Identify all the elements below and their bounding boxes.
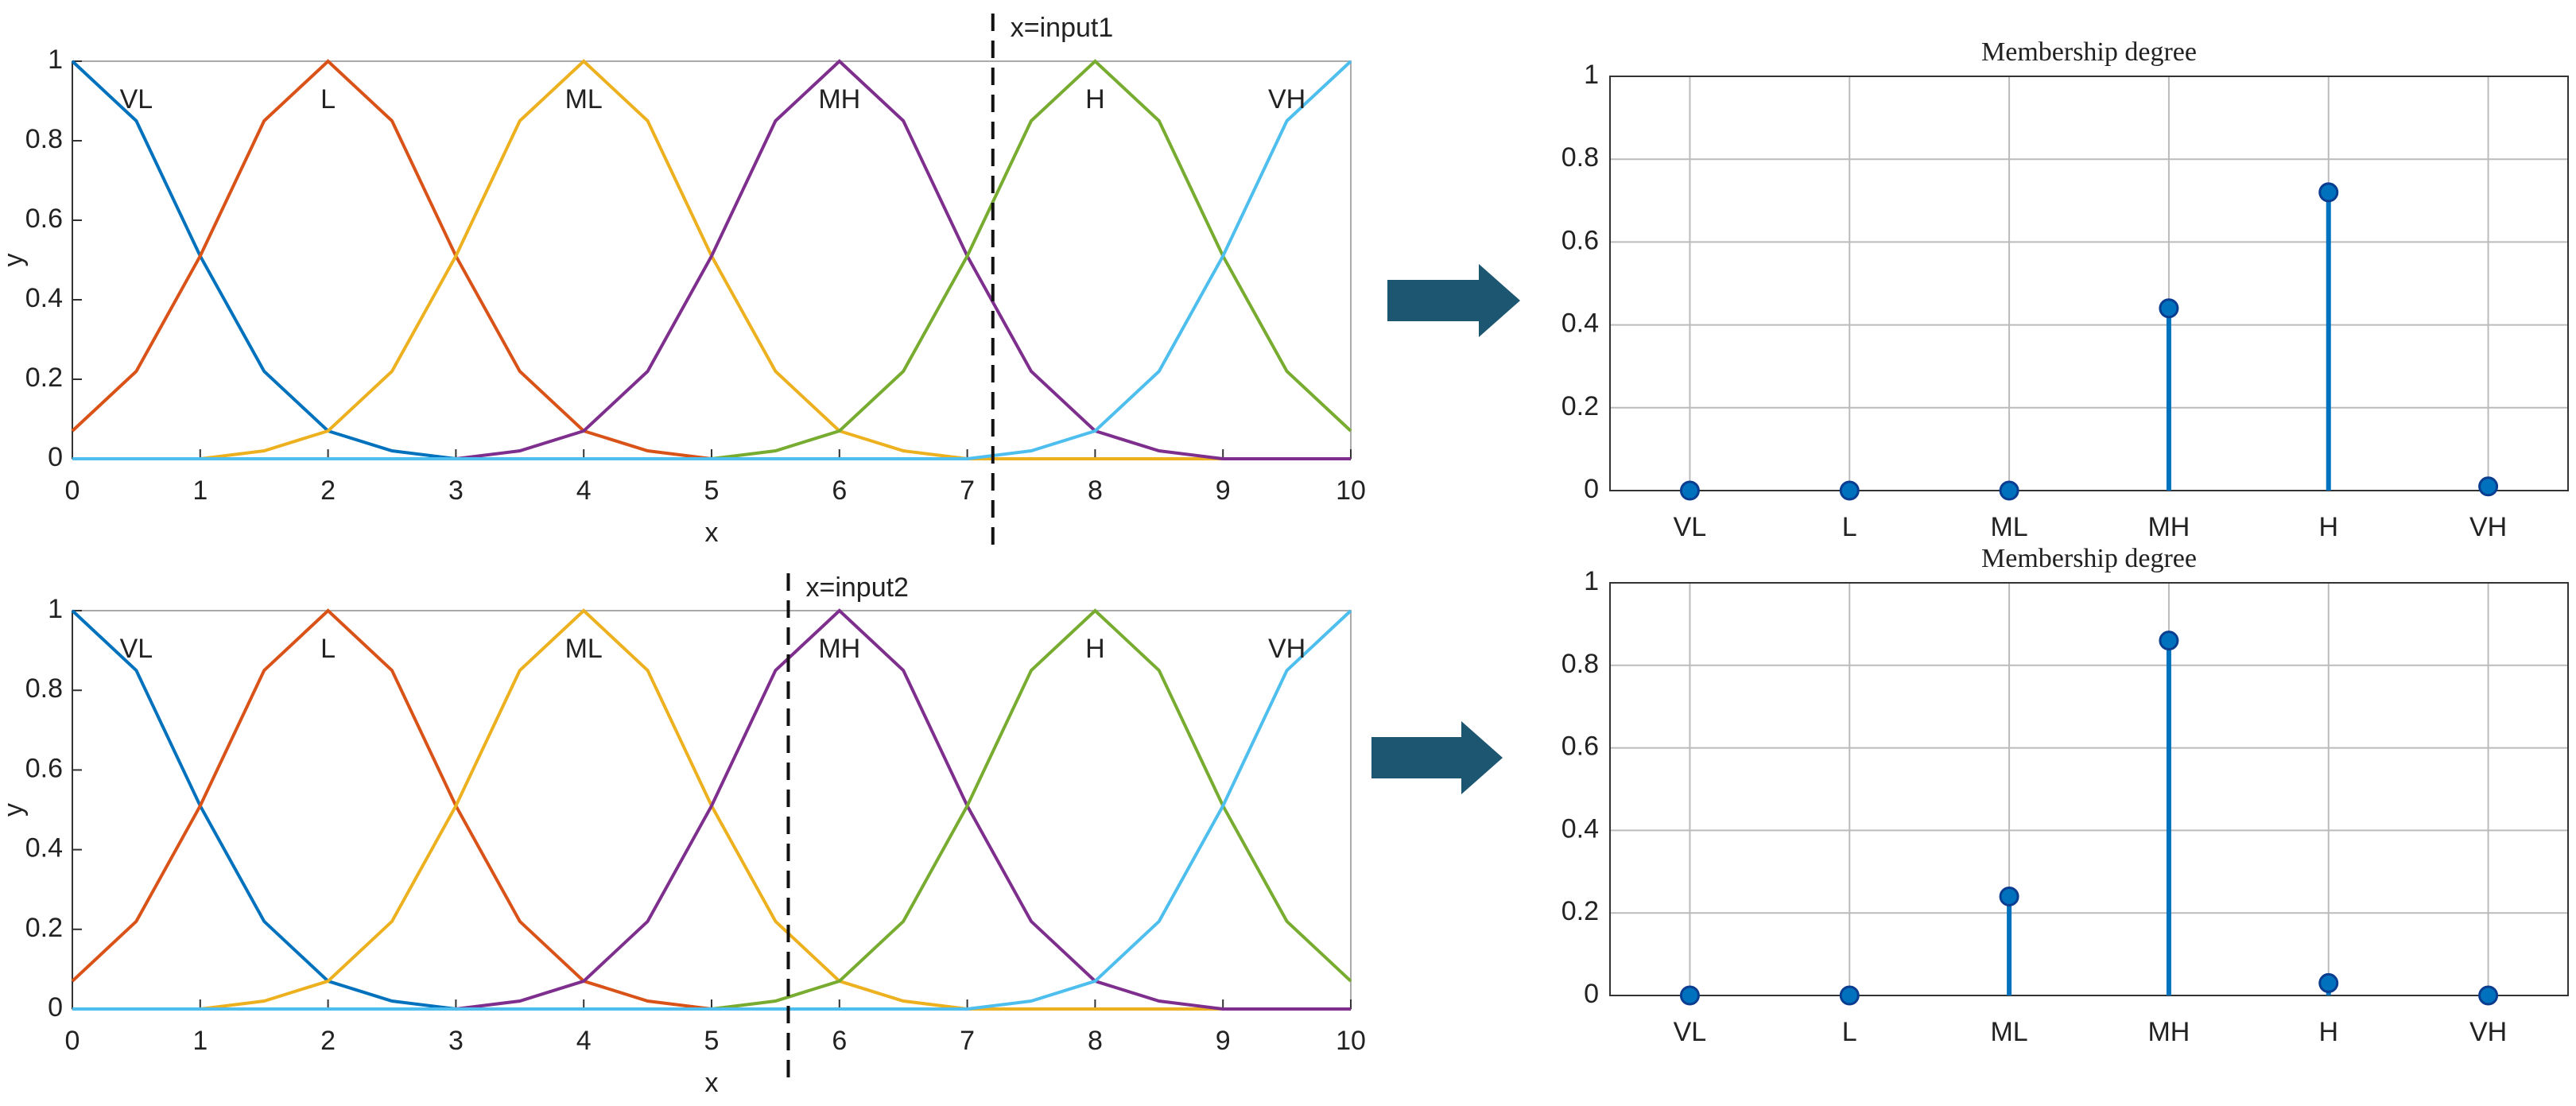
x-tick-label: 5 [704,1026,720,1056]
plot-frame [1609,76,2569,491]
y-tick-label: 1 [1584,566,1599,596]
x-tick-label: VL [1674,512,1707,542]
x-axis-label: x [705,1068,719,1098]
stem-marker [2159,631,2179,651]
x-tick-label: H [2318,512,2338,542]
stem-marker [2159,298,2179,319]
x-tick-label: 0 [65,1026,80,1056]
y-tick-label: 0.2 [1562,391,1599,421]
y-tick-label: 0.6 [25,204,63,234]
x-tick-label: ML [1990,1017,2027,1047]
x-tick-label: 6 [832,475,847,506]
y-tick-label: 0 [48,442,63,472]
x-tick-label: VL [1674,1017,1707,1047]
stem-marker [1839,480,1860,501]
arrow [1387,264,1520,337]
curve-label: MH [818,634,860,664]
y-tick-label: 0.6 [1562,225,1599,255]
stem-marker [2318,972,2339,993]
y-tick-label: 0.8 [1562,142,1599,173]
x-axis-label: x [705,518,719,548]
y-tick-label: 1 [48,45,63,75]
x-tick-label: 2 [320,475,336,506]
input-annotation: x=input2 [805,572,909,603]
x-tick-label: 3 [448,1026,464,1056]
x-tick-label: 1 [192,1026,208,1056]
stem-marker [1679,985,1700,1006]
x-tick-label: 9 [1216,1026,1231,1056]
y-axis-label: y [0,803,29,817]
x-tick-label: 2 [320,1026,336,1056]
arrow [1371,721,1503,794]
x-tick-label: 7 [960,1026,975,1056]
curve-label: ML [565,634,603,664]
y-tick-label: 0 [1584,979,1599,1009]
y-tick-label: 0.6 [25,753,63,783]
curve-label: MH [818,84,860,114]
input-annotation: x=input1 [1011,13,1114,43]
curve-label: VH [1268,634,1305,664]
x-tick-label: 4 [576,1026,592,1056]
x-tick-label: 8 [1088,1026,1103,1056]
curve-label: H [1085,634,1105,664]
y-tick-label: 0 [48,992,63,1023]
y-tick-label: 0.8 [25,124,63,154]
x-tick-label: 10 [1336,1026,1366,1056]
chart-title: Membership degree [1981,544,2197,573]
x-tick-label: MH [2147,512,2190,542]
y-tick-label: 1 [1584,60,1599,90]
stem-marker [2478,476,2499,497]
x-tick-label: 7 [960,475,975,506]
y-tick-label: 0.8 [25,673,63,704]
y-axis-label: y [0,254,29,267]
y-tick-label: 0.2 [25,913,63,943]
stem-marker [1679,480,1700,501]
plot-frame [1609,582,2569,996]
x-tick-label: 4 [576,475,592,506]
x-tick-label: 1 [192,475,208,506]
y-tick-label: 0 [1584,474,1599,504]
x-tick-label: 9 [1216,475,1231,506]
curve-label: L [320,634,336,664]
y-tick-label: 0.2 [1562,896,1599,926]
stem-marker [2318,182,2339,203]
x-tick-label: L [1842,1017,1857,1047]
stem-marker [1999,480,2019,501]
membership-curve [72,609,1352,1011]
chart-title: Membership degree [1981,37,2197,67]
x-tick-label: 8 [1088,475,1103,506]
stem-marker [2478,985,2499,1006]
curve-label: VL [120,634,153,664]
y-tick-label: 0.4 [1562,813,1599,844]
curve-label: H [1085,84,1105,114]
curve-label: VH [1268,84,1305,114]
membership-curve [72,60,1352,460]
x-tick-label: 3 [448,475,464,506]
curve-label: ML [565,84,603,114]
x-tick-label: 0 [65,475,80,506]
y-tick-label: 0.4 [25,283,63,313]
curve-label: L [320,84,336,114]
x-tick-label: VH [2469,1017,2507,1047]
x-tick-label: 6 [832,1026,847,1056]
x-tick-label: H [2318,1017,2338,1047]
y-tick-label: 0.4 [1562,309,1599,339]
curve-label: VL [120,84,153,114]
stem-marker [1839,985,1860,1006]
x-tick-label: MH [2147,1017,2190,1047]
x-tick-label: ML [1990,512,2027,542]
x-tick-label: 10 [1336,475,1366,506]
y-tick-label: 0.6 [1562,732,1599,762]
y-tick-label: 1 [48,594,63,624]
x-tick-label: VH [2469,512,2507,542]
y-tick-label: 0.4 [25,833,63,863]
x-tick-label: 5 [704,475,720,506]
stem-marker [1999,886,2019,906]
x-tick-label: L [1842,512,1857,542]
y-tick-label: 0.8 [1562,649,1599,679]
y-tick-label: 0.2 [25,363,63,393]
